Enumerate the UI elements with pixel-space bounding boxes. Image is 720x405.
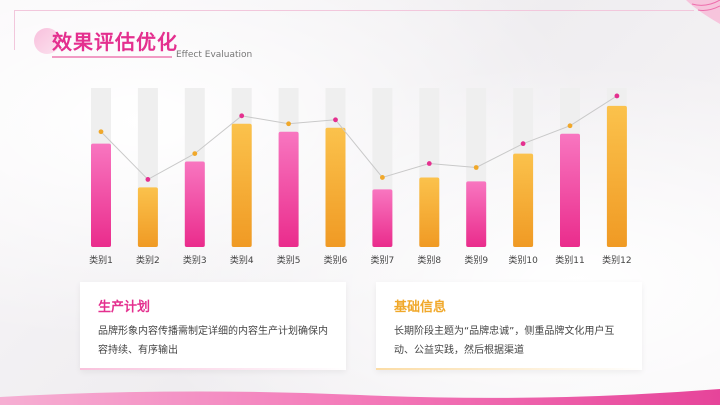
trend-point bbox=[473, 165, 479, 170]
category-label: 类别1 bbox=[89, 254, 113, 266]
basic-info-card: 基础信息 长期阶段主题为“品牌忠诚”，侧重品牌文化用户互动、公益实践，然后根据渠… bbox=[376, 282, 642, 370]
bar bbox=[513, 153, 534, 247]
bar bbox=[91, 143, 111, 247]
category-label: 类别3 bbox=[183, 254, 207, 266]
card-title: 基础信息 bbox=[394, 300, 447, 315]
trend-point bbox=[614, 93, 620, 99]
bar bbox=[560, 133, 580, 247]
category-label: 类别5 bbox=[277, 254, 301, 266]
trend-line bbox=[100, 95, 618, 181]
trend-point bbox=[239, 113, 245, 119]
bar bbox=[278, 131, 299, 247]
bar bbox=[325, 127, 346, 247]
bar bbox=[137, 187, 158, 247]
trend-point bbox=[520, 141, 526, 147]
category-label: 类别12 bbox=[602, 254, 631, 266]
bar-chart: 类别1 类别2 类别3 类别4 类别5 类别6 类别7 类别8 类别9 类别10 类别11 类别12 bbox=[89, 93, 632, 266]
category-label: 类别10 bbox=[508, 254, 538, 266]
page-title: 效果评估优化 bbox=[52, 30, 178, 54]
card-accent-bar bbox=[80, 368, 346, 370]
title-decoration bbox=[34, 28, 60, 54]
trend-point bbox=[145, 177, 151, 182]
card-title: 生产计划 bbox=[98, 300, 151, 315]
card-body: 长期阶段主题为“品牌忠诚”，侧重品牌文化用户互动、公益实践，然后根据渠道 bbox=[394, 326, 615, 356]
category-label: 类别2 bbox=[136, 254, 160, 266]
trend-point bbox=[98, 129, 104, 135]
category-label: 类别6 bbox=[324, 254, 348, 266]
bar bbox=[231, 123, 252, 247]
production-plan-card: 生产计划 品牌形象内容传播需制定详细的内容生产计划确保内容持续、有序输出 bbox=[80, 282, 346, 370]
trend-point bbox=[333, 117, 338, 123]
title-underline bbox=[52, 56, 172, 58]
top-frame-line bbox=[14, 10, 694, 11]
bar bbox=[606, 105, 627, 247]
trend-point bbox=[567, 123, 573, 129]
bar bbox=[419, 177, 440, 247]
category-label: 类别9 bbox=[464, 254, 488, 266]
category-label: 类别11 bbox=[555, 254, 584, 266]
left-frame-line bbox=[14, 10, 15, 50]
category-label: 类别7 bbox=[371, 254, 395, 266]
bar bbox=[184, 161, 205, 247]
card-body: 品牌形象内容传播需制定详细的内容生产计划确保内容持续、有序输出 bbox=[98, 326, 328, 356]
bottom-wave-decoration bbox=[0, 389, 720, 405]
card-accent-bar bbox=[376, 368, 642, 370]
trend-point bbox=[192, 151, 198, 156]
trend-point bbox=[286, 121, 291, 127]
leaf-decoration-icon bbox=[686, 0, 720, 24]
page-subtitle: Effect Evaluation bbox=[176, 50, 253, 60]
category-label: 类别8 bbox=[417, 254, 441, 266]
category-label: 类别4 bbox=[230, 254, 254, 266]
trend-point bbox=[380, 175, 385, 180]
trend-point bbox=[426, 161, 432, 166]
bar bbox=[372, 189, 393, 247]
bar bbox=[466, 181, 487, 247]
